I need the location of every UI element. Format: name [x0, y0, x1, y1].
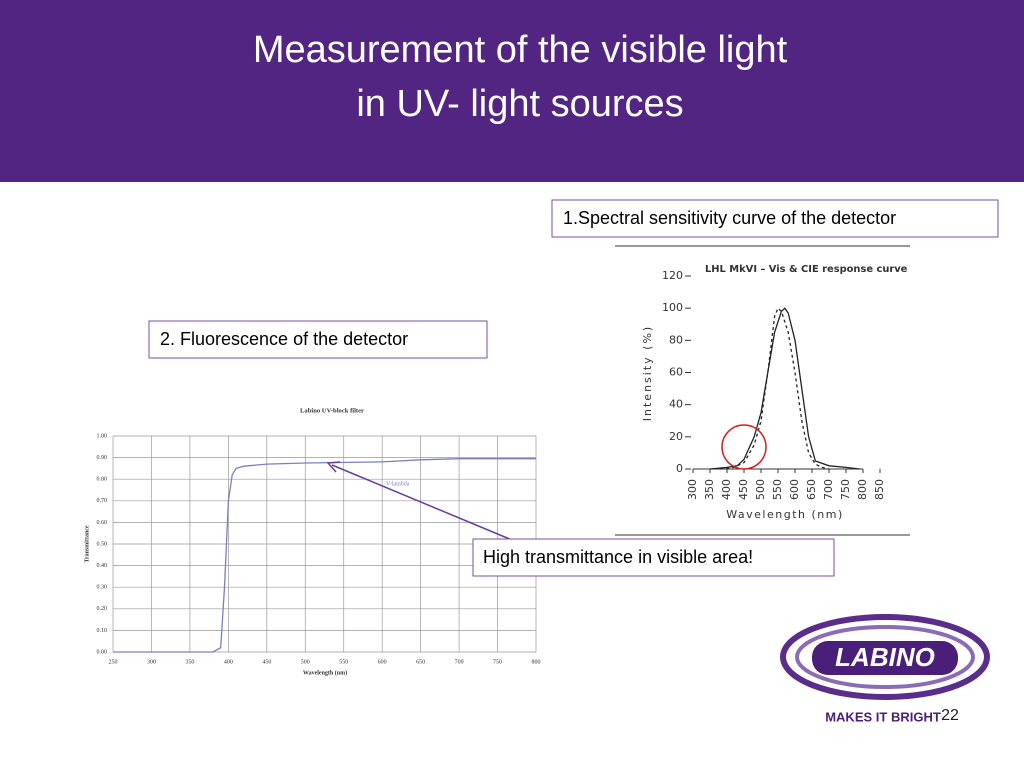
text-box [148, 320, 488, 359]
logo-ring [795, 625, 975, 689]
x-tick-label: 750 [493, 659, 502, 665]
y-tick-label: 40 [669, 398, 683, 411]
logo: LABINO MAKES IT BRIGHT [780, 612, 992, 728]
y-tick-label: 1.00 [97, 433, 108, 439]
slide-title: in UV- light sources [356, 83, 683, 125]
series-label: V-lambda [386, 481, 410, 487]
x-tick-label: 850 [873, 479, 886, 500]
arrow [331, 464, 513, 541]
y-tick-label: 100 [662, 301, 683, 314]
x-tick-label: 450 [737, 479, 750, 500]
x-tick-label: 350 [185, 659, 194, 665]
x-tick-label: 300 [686, 479, 699, 500]
logo-name: LABINO [835, 642, 935, 672]
x-tick-label: 800 [532, 659, 541, 665]
x-tick-label: 550 [771, 479, 784, 500]
x-tick-label: 800 [856, 479, 869, 500]
x-tick-label: 400 [720, 479, 733, 500]
arrow-head [326, 461, 341, 473]
logo-ring [780, 614, 990, 700]
x-tick-label: 500 [754, 479, 767, 500]
logo-plate [812, 641, 958, 675]
y-tick-label: 80 [669, 333, 683, 346]
y-tick-label: 0 [676, 462, 683, 475]
logo-tagline: MAKES IT BRIGHT [825, 709, 941, 724]
x-tick-label: 450 [262, 659, 271, 665]
box-text: 1.Spectral sensitivity curve of the dete… [563, 208, 896, 228]
x-tick-label: 550 [339, 659, 348, 665]
y-tick-label: 0.90 [97, 455, 108, 461]
y-axis-label: Transmittance [84, 525, 90, 563]
x-tick-label: 300 [147, 659, 156, 665]
y-tick-label: 20 [669, 430, 683, 443]
page-number: 22 [941, 707, 959, 724]
x-tick-label: 700 [822, 479, 835, 500]
highlight-circle [721, 424, 767, 470]
y-tick-label: 60 [669, 366, 683, 379]
data-line [113, 458, 536, 653]
text-box [472, 538, 835, 577]
x-tick-label: 600 [378, 659, 387, 665]
x-tick-label: 250 [109, 659, 118, 665]
title-band [0, 0, 1024, 182]
x-tick-label: 600 [788, 479, 801, 500]
y-axis-label: Intensity (%) [641, 325, 654, 421]
data-line [709, 307, 860, 470]
charts: LHL MkVI – Vis & CIE response curve Inten… [84, 264, 907, 676]
y-tick-label: 0.80 [97, 477, 108, 483]
x-tick-label: 650 [805, 479, 818, 500]
box-text: High transmittance in visible area! [483, 547, 753, 567]
chart-title: LHL MkVI – Vis & CIE response curve [705, 264, 908, 275]
text-box [551, 199, 999, 238]
y-tick-label: 0.70 [97, 498, 108, 504]
x-axis-label: Wavelength (nm) [303, 669, 347, 676]
x-tick-label: 650 [416, 659, 425, 665]
x-tick-label: 700 [455, 659, 464, 665]
y-tick-label: 0.30 [97, 585, 108, 591]
y-tick-label: 0.50 [97, 541, 108, 547]
y-tick-label: 0.60 [97, 520, 108, 526]
y-tick-label: 0.20 [97, 606, 108, 612]
y-tick-label: 0.10 [97, 628, 108, 634]
y-tick-label: 120 [662, 269, 683, 282]
chart-title: Labino UV-block filter [300, 408, 364, 415]
data-line [720, 307, 830, 470]
slide-title: Measurement of the visible light [253, 29, 788, 71]
box-text: 2. Fluorescence of the detector [160, 329, 408, 349]
x-tick-label: 350 [703, 479, 716, 500]
x-tick-label: 750 [839, 479, 852, 500]
x-tick-label: 500 [301, 659, 310, 665]
y-tick-label: 0.00 [97, 649, 108, 655]
y-tick-label: 0.40 [97, 563, 108, 569]
x-axis-label: Wavelength (nm) [726, 508, 844, 521]
x-tick-label: 400 [224, 659, 233, 665]
